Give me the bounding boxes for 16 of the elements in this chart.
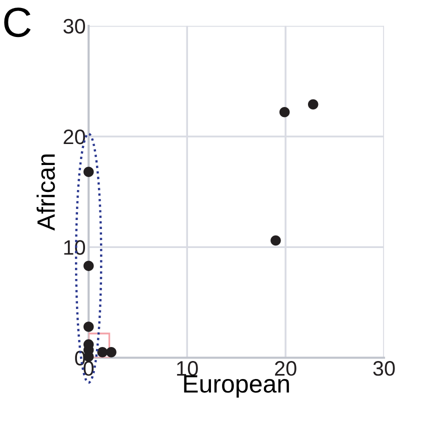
x-tick-label: 20 (275, 361, 296, 376)
point (83, 322, 94, 332)
x-tick-label: 30 (373, 361, 395, 376)
point (97, 347, 108, 358)
point (279, 106, 290, 118)
point (83, 166, 94, 178)
text: C (4, 8, 31, 38)
x-axis-title: European (184, 375, 289, 398)
point (106, 347, 116, 358)
y-tick-label: 30 (63, 18, 86, 34)
point (308, 99, 318, 110)
point (83, 260, 94, 272)
y-axis-title: African (36, 154, 55, 231)
x-tick-label: 10 (177, 361, 198, 376)
y-tick-label: 20 (64, 129, 86, 144)
point (270, 235, 281, 246)
